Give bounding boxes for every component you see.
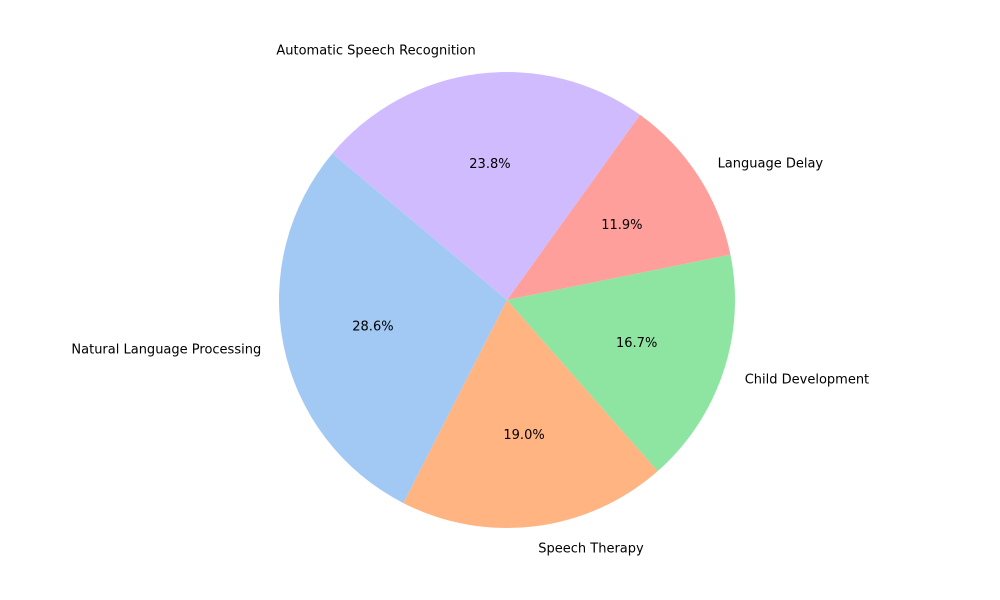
slice-label-child-development: Child Development: [745, 372, 869, 387]
pie-slice-child-development: [507, 254, 735, 472]
pie-slice-speech-therapy: [403, 300, 658, 528]
pie-slices: [279, 72, 735, 528]
slice-label-automatic-speech-recognition: Automatic Speech Recognition: [276, 44, 475, 59]
pie-slice-natural-language-processing: [279, 153, 507, 504]
percent-label-natural-language-processing: 28.6%: [352, 320, 393, 335]
pie-labels: Natural Language Processing 28.6% Speech T…: [71, 44, 869, 557]
percent-label-language-delay: 11.9%: [601, 218, 642, 233]
slice-label-natural-language-processing: Natural Language Processing: [71, 342, 261, 357]
pie-slice-automatic-speech-recognition: [332, 72, 640, 300]
pie-slice-language-delay: [507, 114, 731, 300]
percent-label-child-development: 16.7%: [616, 336, 657, 351]
percent-label-speech-therapy: 19.0%: [503, 428, 544, 443]
slice-label-language-delay: Language Delay: [718, 156, 824, 171]
slice-label-speech-therapy: Speech Therapy: [538, 541, 644, 556]
percent-label-automatic-speech-recognition: 23.8%: [469, 157, 510, 172]
